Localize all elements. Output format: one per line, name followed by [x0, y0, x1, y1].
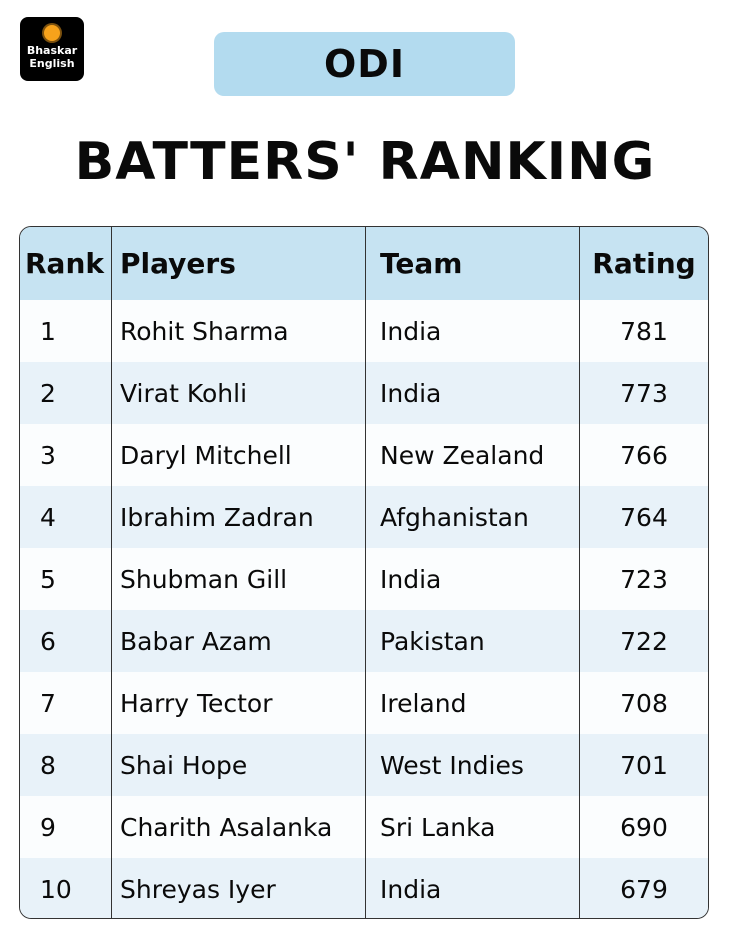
- bhaskar-english-logo: Bhaskar English: [20, 17, 84, 81]
- page-title: BATTERS' RANKING: [74, 132, 656, 192]
- team-cell: West Indies: [366, 734, 580, 796]
- player-cell: Virat Kohli: [112, 362, 366, 424]
- team-cell: India: [366, 858, 580, 918]
- table-row: 4 Ibrahim Zadran Afghanistan 764: [20, 486, 708, 548]
- table-row: 5 Shubman Gill India 723: [20, 548, 708, 610]
- player-cell: Babar Azam: [112, 610, 366, 672]
- team-cell: Ireland: [366, 672, 580, 734]
- header-players: Players: [112, 227, 366, 300]
- rating-cell: 708: [620, 688, 668, 718]
- rank-cell: 7: [20, 672, 112, 734]
- table-row: 10 Shreyas Iyer India 679: [20, 858, 708, 918]
- rank-cell: 1: [20, 300, 112, 362]
- team-cell: India: [366, 548, 580, 610]
- header-rating: Rating: [592, 247, 696, 280]
- rankings-table: Rank Players Team Rating 1 Rohit Sharma In…: [19, 226, 709, 919]
- table-row: 3 Daryl Mitchell New Zealand 766: [20, 424, 708, 486]
- rating-cell: 723: [620, 564, 668, 594]
- team-cell: Sri Lanka: [366, 796, 580, 858]
- header-rank: Rank: [20, 227, 112, 300]
- rank-cell: 10: [20, 858, 112, 918]
- player-cell: Rohit Sharma: [112, 300, 366, 362]
- player-cell: Shai Hope: [112, 734, 366, 796]
- rank-cell: 4: [20, 486, 112, 548]
- rank-cell: 5: [20, 548, 112, 610]
- rank-cell: 3: [20, 424, 112, 486]
- rating-cell: 764: [620, 502, 668, 532]
- sun-icon: [44, 25, 60, 41]
- format-badge: ODI: [214, 32, 515, 96]
- table-row: 6 Babar Azam Pakistan 722: [20, 610, 708, 672]
- rating-cell: 679: [620, 874, 668, 904]
- table-row: 7 Harry Tector Ireland 708: [20, 672, 708, 734]
- player-cell: Harry Tector: [112, 672, 366, 734]
- player-cell: Shubman Gill: [112, 548, 366, 610]
- team-cell: New Zealand: [366, 424, 580, 486]
- rating-cell: 766: [620, 440, 668, 470]
- table-row: 2 Virat Kohli India 773: [20, 362, 708, 424]
- rating-cell: 701: [620, 750, 668, 780]
- logo-text-line1: Bhaskar: [26, 44, 78, 57]
- table-row: 1 Rohit Sharma India 781: [20, 300, 708, 362]
- team-cell: Pakistan: [366, 610, 580, 672]
- rating-cell: 690: [620, 812, 668, 842]
- header-team: Team: [366, 227, 580, 300]
- player-cell: Shreyas Iyer: [112, 858, 366, 918]
- rank-cell: 6: [20, 610, 112, 672]
- player-cell: Ibrahim Zadran: [112, 486, 366, 548]
- rank-cell: 8: [20, 734, 112, 796]
- table-row: 9 Charith Asalanka Sri Lanka 690: [20, 796, 708, 858]
- rating-cell: 722: [620, 626, 668, 656]
- rank-cell: 2: [20, 362, 112, 424]
- rank-cell: 9: [20, 796, 112, 858]
- team-cell: India: [366, 300, 580, 362]
- player-cell: Daryl Mitchell: [112, 424, 366, 486]
- rating-cell: 773: [620, 378, 668, 408]
- logo-text-line2: English: [29, 57, 75, 70]
- player-cell: Charith Asalanka: [112, 796, 366, 858]
- team-cell: Afghanistan: [366, 486, 580, 548]
- table-row: 8 Shai Hope West Indies 701: [20, 734, 708, 796]
- rating-cell: 781: [620, 316, 668, 346]
- team-cell: India: [366, 362, 580, 424]
- table-header-row: Rank Players Team Rating: [20, 227, 708, 300]
